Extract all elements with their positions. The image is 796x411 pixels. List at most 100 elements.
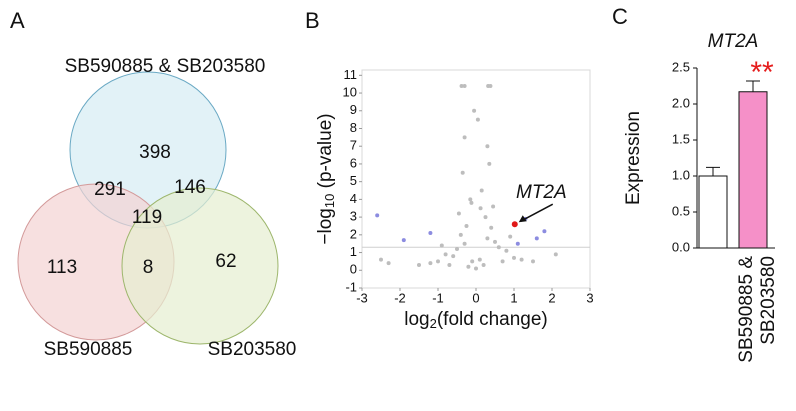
point xyxy=(375,213,380,218)
point xyxy=(496,245,501,250)
region-count: 113 xyxy=(47,257,77,278)
point xyxy=(379,257,383,262)
point xyxy=(491,204,496,209)
point xyxy=(417,262,421,267)
region-count: 291 xyxy=(94,179,126,200)
point xyxy=(483,215,488,220)
set-label: SB590885 & SB203580 xyxy=(65,56,266,77)
point xyxy=(531,259,535,264)
region-count: 398 xyxy=(139,142,171,163)
y-tick-label: 1.5 xyxy=(672,131,690,146)
point xyxy=(472,108,477,113)
error-bar xyxy=(746,80,760,92)
y-tick-label: 5 xyxy=(350,173,357,188)
point xyxy=(474,266,478,271)
x-tick-label: -1 xyxy=(432,290,444,305)
point xyxy=(475,117,480,122)
set-label: SB590885 xyxy=(44,339,133,360)
point xyxy=(458,232,463,237)
y-tick-label: 7 xyxy=(350,138,357,153)
arrow-head xyxy=(518,215,527,223)
point xyxy=(500,259,505,264)
chart-title: MT2A xyxy=(708,31,759,52)
point xyxy=(511,221,518,228)
region-count: 146 xyxy=(174,177,206,198)
x-tick-label: -3 xyxy=(356,290,368,305)
label-line: SB590885 & xyxy=(736,256,757,363)
x-tick-label: 0 xyxy=(472,290,479,305)
point xyxy=(470,259,475,264)
x-tick-label: 3 xyxy=(586,290,593,305)
venn-circle xyxy=(121,187,279,345)
region-count: 119 xyxy=(132,207,162,228)
point xyxy=(485,144,490,149)
point xyxy=(456,211,461,216)
x-tick-label: SB590885 &SB203580 xyxy=(736,256,779,363)
point xyxy=(439,243,444,248)
y-axis-label: −log10 (p-value) xyxy=(315,113,337,244)
y-tick-label: 0.5 xyxy=(672,203,690,218)
point xyxy=(428,231,433,236)
point xyxy=(477,257,482,262)
point xyxy=(386,261,391,266)
y-tick-label: 6 xyxy=(350,155,357,170)
point xyxy=(489,225,494,230)
bar xyxy=(698,175,728,249)
point xyxy=(462,241,467,246)
point xyxy=(508,234,513,239)
annotation-arrow xyxy=(520,203,554,222)
point xyxy=(447,262,452,267)
set-label: SB203580 xyxy=(208,339,297,360)
y-tick-label: -1 xyxy=(345,279,357,294)
point xyxy=(468,197,473,202)
point xyxy=(553,252,558,257)
point xyxy=(462,135,467,140)
point xyxy=(512,255,516,260)
point xyxy=(485,236,490,241)
point xyxy=(401,238,406,243)
y-axis-label: Expression xyxy=(623,111,644,205)
point xyxy=(451,254,456,259)
point xyxy=(469,200,474,205)
x-tick-label: 1 xyxy=(510,290,517,305)
x-label-part: log xyxy=(404,309,429,330)
point xyxy=(493,239,497,244)
y-tick-label: 4 xyxy=(350,191,357,206)
x-tick-label: -2 xyxy=(394,290,406,305)
panel-letter: B xyxy=(305,8,320,33)
significance: ** xyxy=(750,56,774,89)
point xyxy=(479,188,484,193)
point xyxy=(534,236,539,241)
point xyxy=(455,247,459,252)
y-label-part: (p-value) xyxy=(315,113,336,193)
point xyxy=(488,83,493,88)
y-tick-label: 2.5 xyxy=(672,59,690,74)
point xyxy=(460,170,465,175)
point xyxy=(478,206,483,211)
y-tick-label: 0 xyxy=(350,262,357,277)
y-tick-label: 2 xyxy=(350,226,357,241)
y-tick-label: 1.0 xyxy=(672,167,690,182)
y-tick-label: 2.0 xyxy=(672,95,690,110)
point xyxy=(464,223,469,228)
region-count: 62 xyxy=(215,251,236,272)
point xyxy=(443,252,448,257)
label-line: SB203580 xyxy=(758,256,779,345)
x-tick-label: 2 xyxy=(548,290,555,305)
x-axis-label: log2(fold change) xyxy=(404,309,548,331)
point xyxy=(436,259,440,264)
bar xyxy=(738,91,768,249)
x-label-sub: 2 xyxy=(430,316,437,331)
y-tick-label: 0.0 xyxy=(672,239,690,254)
point xyxy=(542,229,547,234)
error-bar xyxy=(706,166,720,176)
panel-letter: C xyxy=(612,4,628,29)
point xyxy=(487,161,492,166)
y-tick-label: 3 xyxy=(350,209,357,224)
x-label-part: (fold change) xyxy=(437,309,548,330)
y-tick-label: 1 xyxy=(350,244,357,259)
point xyxy=(515,241,520,246)
y-tick-label: 10 xyxy=(343,84,357,99)
point xyxy=(459,83,464,88)
